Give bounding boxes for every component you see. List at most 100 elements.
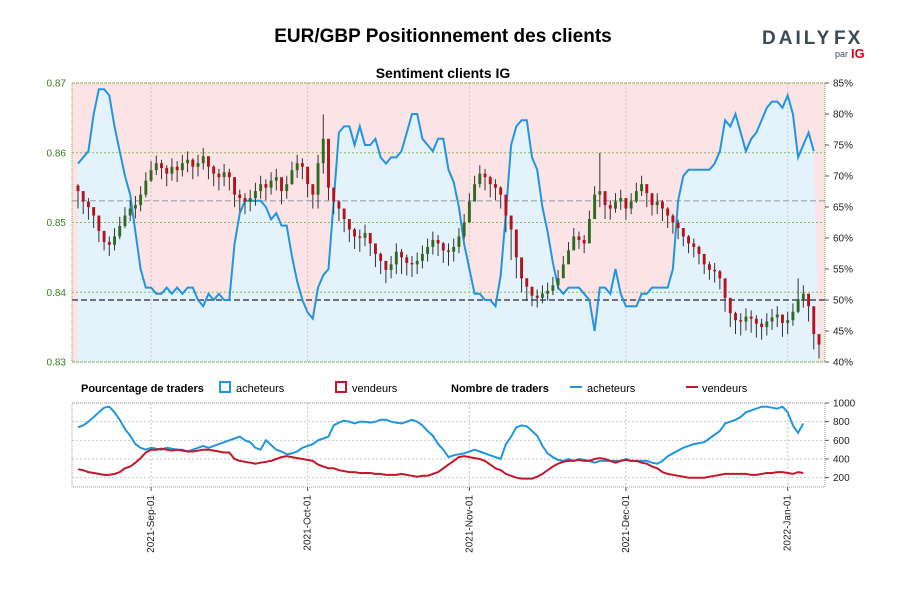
candle	[687, 235, 690, 254]
candle	[525, 278, 529, 301]
count-frame	[71, 402, 826, 488]
right-axis-ticks: 40% 45% 50% 55% 60% 65% 70% 75% 80% 85%	[825, 79, 853, 369]
x-tick-label: 2021-Nov-01	[464, 495, 475, 553]
candle-body	[410, 262, 414, 265]
candle-body	[707, 264, 711, 270]
candle	[410, 255, 414, 277]
candle	[457, 228, 461, 254]
candle	[760, 318, 764, 340]
left-tick-label: 0.84	[47, 288, 67, 299]
candle-body	[473, 184, 477, 202]
candle-body	[671, 215, 675, 223]
x-tick-label: 2021-Sep-01	[146, 495, 157, 553]
candle-body	[514, 229, 518, 258]
candle-body	[264, 184, 268, 188]
candle	[681, 228, 685, 247]
right-tick-label: 80%	[833, 110, 853, 121]
candle-body	[128, 208, 132, 216]
right-tick-label: 60%	[833, 234, 853, 245]
x-tick-label: 2022-Jan-01	[783, 495, 794, 552]
candle-body	[629, 201, 633, 209]
brand-name-right: FX	[834, 28, 862, 49]
candle	[629, 193, 633, 215]
candle-body	[744, 316, 748, 322]
candle-body	[316, 163, 320, 195]
candle-body	[467, 201, 471, 223]
candle-body	[723, 278, 727, 298]
candle-body	[582, 239, 586, 244]
candle-body	[796, 299, 800, 312]
count-panel: 200 400 600 800 1000	[71, 399, 856, 488]
candle-body	[614, 201, 617, 209]
candle	[102, 230, 106, 251]
candle-body	[259, 184, 263, 192]
candle	[186, 151, 190, 173]
candle-body	[81, 191, 85, 202]
candle	[180, 154, 184, 177]
candle	[801, 285, 805, 308]
candle	[123, 207, 127, 229]
candle	[253, 182, 257, 206]
candle-body	[645, 184, 649, 194]
candle	[431, 231, 435, 255]
candle	[807, 293, 811, 322]
candle	[812, 306, 816, 350]
candle-body	[175, 166, 179, 171]
candle-body	[97, 215, 101, 231]
candle	[363, 224, 367, 247]
candle	[624, 198, 628, 220]
candle	[165, 165, 169, 187]
count-tick-label: 800	[833, 417, 850, 428]
right-tick-label: 65%	[833, 203, 853, 214]
candle	[201, 147, 205, 170]
candle-body	[478, 173, 482, 185]
candle	[499, 186, 503, 209]
candle-body	[92, 207, 96, 216]
price-candles	[76, 114, 821, 359]
candle	[306, 166, 310, 198]
candle-body	[154, 163, 158, 171]
candle	[149, 161, 153, 183]
candle	[332, 187, 336, 215]
count-tick-label: 600	[833, 436, 850, 447]
candle	[749, 310, 753, 333]
candle-body	[139, 194, 143, 206]
candle	[781, 314, 784, 337]
candle	[259, 175, 263, 199]
candle	[655, 193, 659, 215]
candle	[478, 165, 482, 188]
candle-body	[504, 194, 508, 216]
candle	[462, 214, 466, 240]
candle-body	[483, 173, 487, 178]
candle	[540, 285, 544, 304]
candle-body	[577, 236, 581, 240]
candle-body	[337, 201, 341, 209]
legend-sellers-pct-label: vendeurs	[352, 383, 398, 395]
candle-body	[749, 316, 753, 319]
candle-body	[280, 177, 283, 192]
candle	[723, 278, 727, 312]
right-tick-label: 85%	[833, 79, 853, 90]
candle-body	[525, 278, 529, 287]
candle	[92, 207, 96, 229]
candle	[603, 191, 607, 220]
candle-body	[462, 222, 466, 237]
candle	[661, 200, 664, 222]
right-tick-label: 40%	[833, 358, 853, 369]
candle-body	[368, 232, 372, 244]
candle-body	[379, 253, 383, 261]
candle	[196, 154, 200, 177]
candle	[488, 175, 492, 198]
candle	[530, 286, 534, 307]
candle-body	[295, 163, 299, 171]
candle-body	[781, 314, 784, 323]
candle	[358, 229, 362, 252]
candle-body	[457, 236, 461, 247]
candle	[243, 193, 247, 215]
candle-body	[327, 138, 330, 188]
candle-body	[86, 201, 90, 208]
candle	[546, 282, 550, 301]
candle-body	[191, 159, 195, 167]
candle-body	[775, 314, 779, 318]
candle-body	[494, 184, 497, 188]
